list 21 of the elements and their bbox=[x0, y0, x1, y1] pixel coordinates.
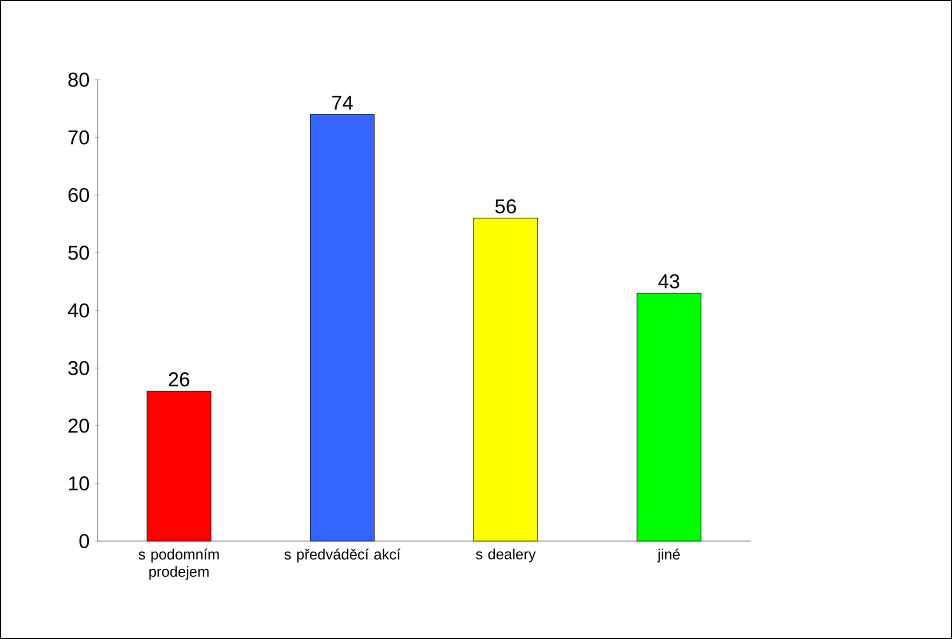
y-tick-label: 0 bbox=[79, 534, 89, 548]
y-tick-label: 10 bbox=[69, 476, 89, 490]
bar bbox=[636, 292, 702, 542]
data-label: 74 bbox=[332, 96, 353, 110]
bar bbox=[310, 114, 375, 542]
y-tick-label: 70 bbox=[68, 130, 89, 144]
y-tick-label: 50 bbox=[68, 246, 89, 260]
data-label: 56 bbox=[495, 199, 516, 214]
y-tick-label: 40 bbox=[68, 303, 89, 318]
data-label: 26 bbox=[168, 372, 190, 386]
y-tick-label: 20 bbox=[68, 418, 89, 433]
y-tick-label: 30 bbox=[68, 360, 89, 376]
y-tick-label: 80 bbox=[68, 72, 89, 87]
x-tick-label: jiné bbox=[657, 548, 680, 562]
x-tick-label: s podomním prodejem bbox=[138, 548, 219, 580]
x-tick-label: s dealery bbox=[476, 548, 536, 562]
x-tick-label: s předváděcí akcí bbox=[284, 548, 401, 562]
y-tick-label: 60 bbox=[68, 188, 89, 202]
data-label: 43 bbox=[658, 274, 680, 288]
bar bbox=[473, 218, 538, 542]
bar bbox=[146, 390, 212, 542]
